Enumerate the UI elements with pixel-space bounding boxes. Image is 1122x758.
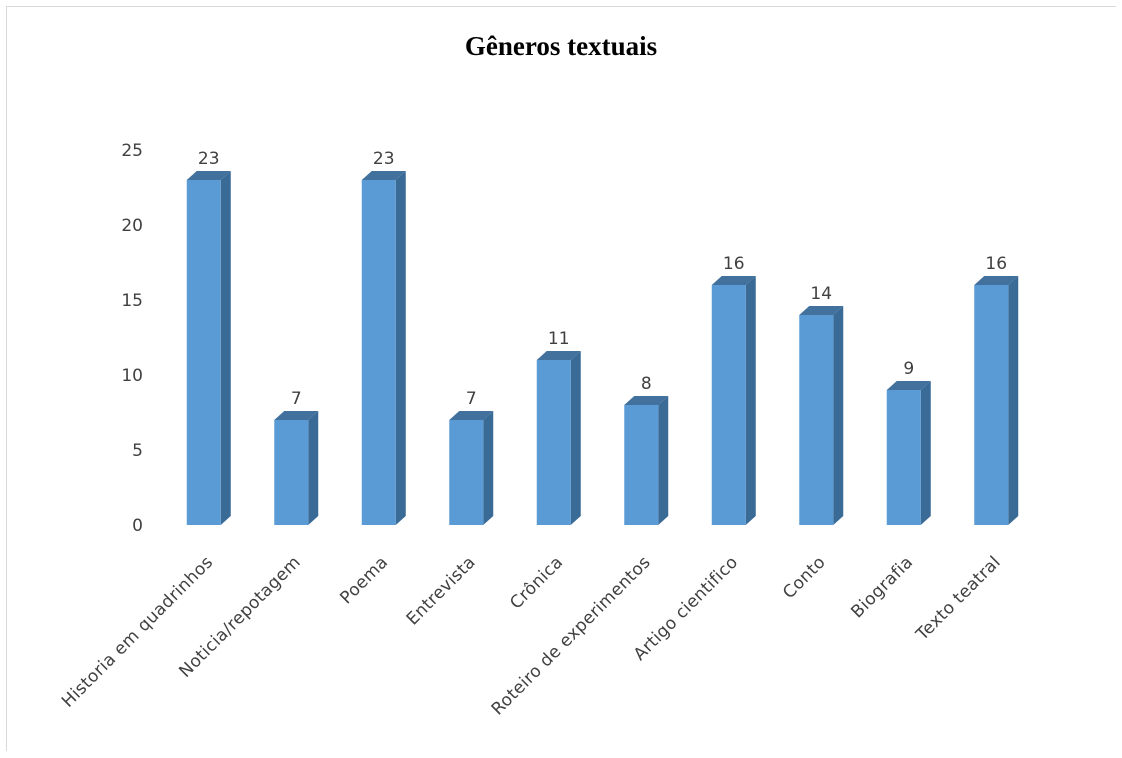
bar-top-face xyxy=(711,276,756,285)
category-label: Biografia xyxy=(847,552,917,622)
bar xyxy=(449,411,494,525)
bar-top-face xyxy=(536,351,581,360)
bar-top-face xyxy=(449,411,494,420)
bar-front-face xyxy=(274,420,309,525)
bars-group xyxy=(186,171,1019,525)
bar-side-face xyxy=(920,381,931,525)
bar xyxy=(186,171,231,525)
bar-front-face xyxy=(886,390,921,525)
bar-top-face xyxy=(886,381,931,390)
data-label: 14 xyxy=(810,284,832,304)
category-label: Historia em quadrinhos xyxy=(58,552,217,711)
data-label: 16 xyxy=(723,254,745,274)
y-tick-label: 15 xyxy=(121,291,143,311)
y-tick-label: 5 xyxy=(132,441,143,461)
bar-top-face xyxy=(274,411,319,420)
bar-front-face xyxy=(711,285,746,525)
bar-side-face xyxy=(395,171,406,525)
category-label: Roteiro de experimentos xyxy=(488,552,655,719)
chart-title: Gêneros textuais xyxy=(465,31,657,61)
bar-side-face xyxy=(833,306,844,525)
bar-front-face xyxy=(799,315,834,525)
bar-side-face xyxy=(220,171,231,525)
bar xyxy=(799,306,844,525)
bar-top-face xyxy=(186,171,231,180)
bar-side-face xyxy=(1008,276,1019,525)
bar-front-face xyxy=(974,285,1009,525)
bar xyxy=(624,396,669,525)
bar xyxy=(536,351,581,525)
bar-top-face xyxy=(799,306,844,315)
y-tick-label: 10 xyxy=(121,366,143,386)
data-label: 7 xyxy=(291,389,302,409)
data-label: 9 xyxy=(903,359,914,379)
data-label: 8 xyxy=(641,374,652,394)
bar-side-face xyxy=(483,411,494,525)
bar-front-face xyxy=(361,180,396,525)
bar-front-face xyxy=(536,360,571,525)
data-label: 7 xyxy=(466,389,477,409)
y-axis-ticks: 0 5 10 15 20 25 xyxy=(121,141,143,536)
y-tick-label: 0 xyxy=(132,516,143,536)
bar-top-face xyxy=(974,276,1019,285)
bar-side-face xyxy=(745,276,756,525)
data-label: 16 xyxy=(985,254,1007,274)
data-label: 23 xyxy=(373,149,395,169)
bar-side-face xyxy=(308,411,319,525)
data-labels-group: 23 7 23 7 11 8 16 14 9 16 xyxy=(198,149,1007,409)
bar-front-face xyxy=(624,405,659,525)
bar xyxy=(886,381,931,525)
bar-top-face xyxy=(361,171,406,180)
bar-side-face xyxy=(658,396,669,525)
bar-front-face xyxy=(449,420,484,525)
bar xyxy=(361,171,406,525)
bar xyxy=(974,276,1019,525)
bar xyxy=(274,411,319,525)
bar-top-face xyxy=(624,396,669,405)
data-label: 11 xyxy=(548,329,570,349)
category-label: Poema xyxy=(336,552,392,608)
bar-front-face xyxy=(186,180,221,525)
category-label: Crônica xyxy=(506,552,567,613)
bar-side-face xyxy=(570,351,581,525)
bar xyxy=(711,276,756,525)
category-label: Entrevista xyxy=(403,552,480,629)
y-tick-label: 25 xyxy=(121,141,143,161)
y-tick-label: 20 xyxy=(121,216,143,236)
data-label: 23 xyxy=(198,149,220,169)
category-label: Texto teatral xyxy=(912,552,1005,645)
category-label: Conto xyxy=(779,552,830,603)
